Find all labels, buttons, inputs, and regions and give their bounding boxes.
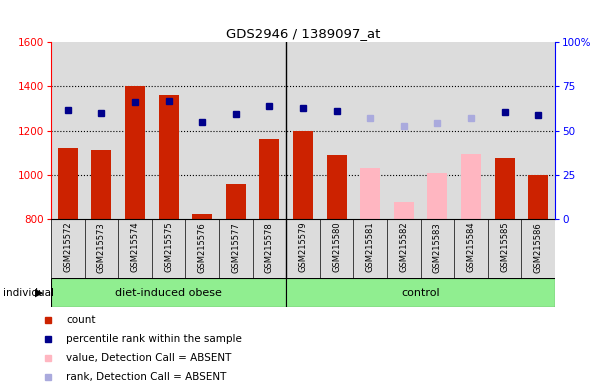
Bar [360, 168, 380, 219]
Text: GSM215586: GSM215586 [534, 222, 543, 273]
Text: GSM215578: GSM215578 [265, 222, 274, 273]
Text: GSM215577: GSM215577 [232, 222, 240, 273]
Bar [528, 175, 548, 219]
Text: control: control [401, 288, 440, 298]
Text: value, Detection Call = ABSENT: value, Detection Call = ABSENT [66, 353, 232, 363]
Text: percentile rank within the sample: percentile rank within the sample [66, 334, 242, 344]
Bar [226, 184, 246, 219]
Text: GSM215574: GSM215574 [131, 222, 139, 273]
Text: GSM215585: GSM215585 [500, 222, 509, 273]
Text: GSM215584: GSM215584 [467, 222, 476, 273]
Text: GSM215576: GSM215576 [198, 222, 206, 273]
Text: GSM215573: GSM215573 [97, 222, 106, 273]
Text: GSM215581: GSM215581 [366, 222, 375, 273]
Text: rank, Detection Call = ABSENT: rank, Detection Call = ABSENT [66, 372, 226, 382]
Bar [51, 278, 286, 307]
Bar [125, 86, 145, 219]
Text: GSM215579: GSM215579 [299, 222, 308, 273]
Text: GSM215575: GSM215575 [164, 222, 173, 273]
Text: GSM215582: GSM215582 [400, 222, 409, 273]
Bar [394, 202, 414, 219]
Bar [192, 214, 212, 219]
Text: count: count [66, 315, 95, 325]
Bar [158, 95, 179, 219]
Text: GSM215583: GSM215583 [433, 222, 442, 273]
Title: GDS2946 / 1389097_at: GDS2946 / 1389097_at [226, 26, 380, 40]
Bar [326, 155, 347, 219]
Bar [58, 148, 78, 219]
Bar [286, 278, 555, 307]
Bar [427, 172, 448, 219]
Text: GSM215580: GSM215580 [332, 222, 341, 273]
Text: diet-induced obese: diet-induced obese [115, 288, 222, 298]
Bar [293, 131, 313, 219]
Text: ▶: ▶ [35, 288, 43, 298]
Bar [494, 158, 515, 219]
Text: individual: individual [3, 288, 54, 298]
Bar [259, 139, 280, 219]
Text: GSM215572: GSM215572 [64, 222, 73, 273]
Bar [461, 154, 481, 219]
Bar [91, 151, 112, 219]
